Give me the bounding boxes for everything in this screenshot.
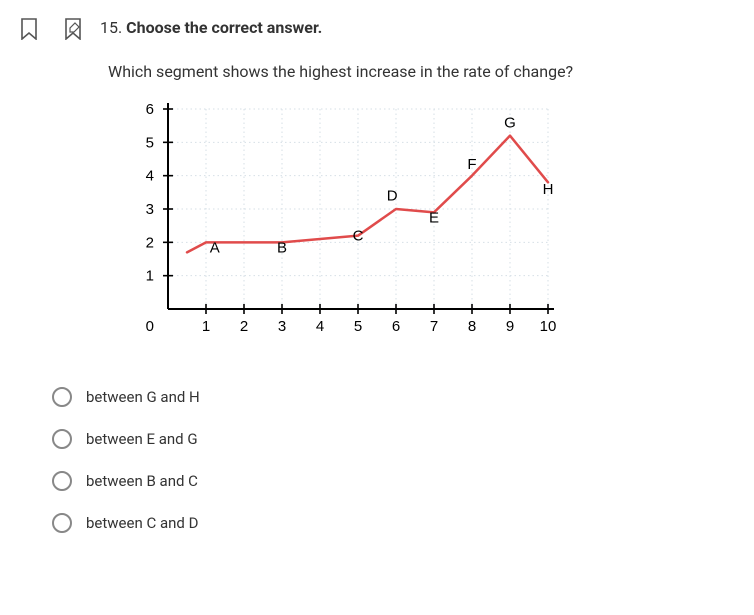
svg-text:2: 2 xyxy=(240,318,248,335)
svg-text:1: 1 xyxy=(146,268,154,285)
svg-text:E: E xyxy=(429,209,439,226)
svg-text:D: D xyxy=(387,188,398,205)
option-2[interactable]: between B and C xyxy=(52,471,734,491)
option-1[interactable]: between E and G xyxy=(52,429,734,449)
svg-text:1: 1 xyxy=(202,318,210,335)
svg-text:10: 10 xyxy=(540,318,557,335)
svg-text:8: 8 xyxy=(468,318,476,335)
svg-text:6: 6 xyxy=(392,318,400,335)
svg-text:H: H xyxy=(543,181,554,198)
radio-icon[interactable] xyxy=(52,387,72,407)
svg-text:3: 3 xyxy=(278,318,286,335)
question-number: 15. xyxy=(100,18,122,37)
option-label: between G and H xyxy=(86,388,200,406)
question-header: 15. Choose the correct answer. xyxy=(20,18,734,40)
options-list: between G and H between E and G between … xyxy=(52,387,734,533)
option-label: between C and D xyxy=(86,514,198,532)
svg-text:2: 2 xyxy=(146,234,154,251)
radio-icon[interactable] xyxy=(52,471,72,491)
svg-text:5: 5 xyxy=(146,134,154,151)
chart-container: 1 2 3 4 5 6 7 8 9 10 1 2 3 4 5 6 0 A B C D E F G H xyxy=(108,95,734,359)
option-0[interactable]: between G and H xyxy=(52,387,734,407)
radio-icon[interactable] xyxy=(52,429,72,449)
svg-text:4: 4 xyxy=(146,168,154,185)
svg-text:A: A xyxy=(210,239,220,256)
option-label: between E and G xyxy=(86,430,198,448)
question-text: Which segment shows the highest increase… xyxy=(108,62,734,81)
svg-text:G: G xyxy=(504,114,516,131)
question-instruction: Choose the correct answer. xyxy=(126,18,322,37)
svg-text:C: C xyxy=(353,228,364,245)
radio-icon[interactable] xyxy=(52,513,72,533)
svg-text:3: 3 xyxy=(146,201,154,218)
bookmark-icon[interactable] xyxy=(20,18,38,40)
svg-text:9: 9 xyxy=(506,318,514,335)
svg-text:7: 7 xyxy=(430,318,438,335)
option-label: between B and C xyxy=(86,472,198,490)
note-icon[interactable] xyxy=(64,18,82,40)
svg-text:5: 5 xyxy=(354,318,362,335)
question-title: 15. Choose the correct answer. xyxy=(100,18,322,37)
svg-text:6: 6 xyxy=(146,101,154,118)
svg-text:B: B xyxy=(277,239,287,256)
option-3[interactable]: between C and D xyxy=(52,513,734,533)
svg-text:0: 0 xyxy=(146,318,154,335)
svg-text:F: F xyxy=(467,156,476,173)
svg-text:4: 4 xyxy=(316,318,324,335)
line-chart: 1 2 3 4 5 6 7 8 9 10 1 2 3 4 5 6 0 A B C D E F G H xyxy=(108,95,568,355)
